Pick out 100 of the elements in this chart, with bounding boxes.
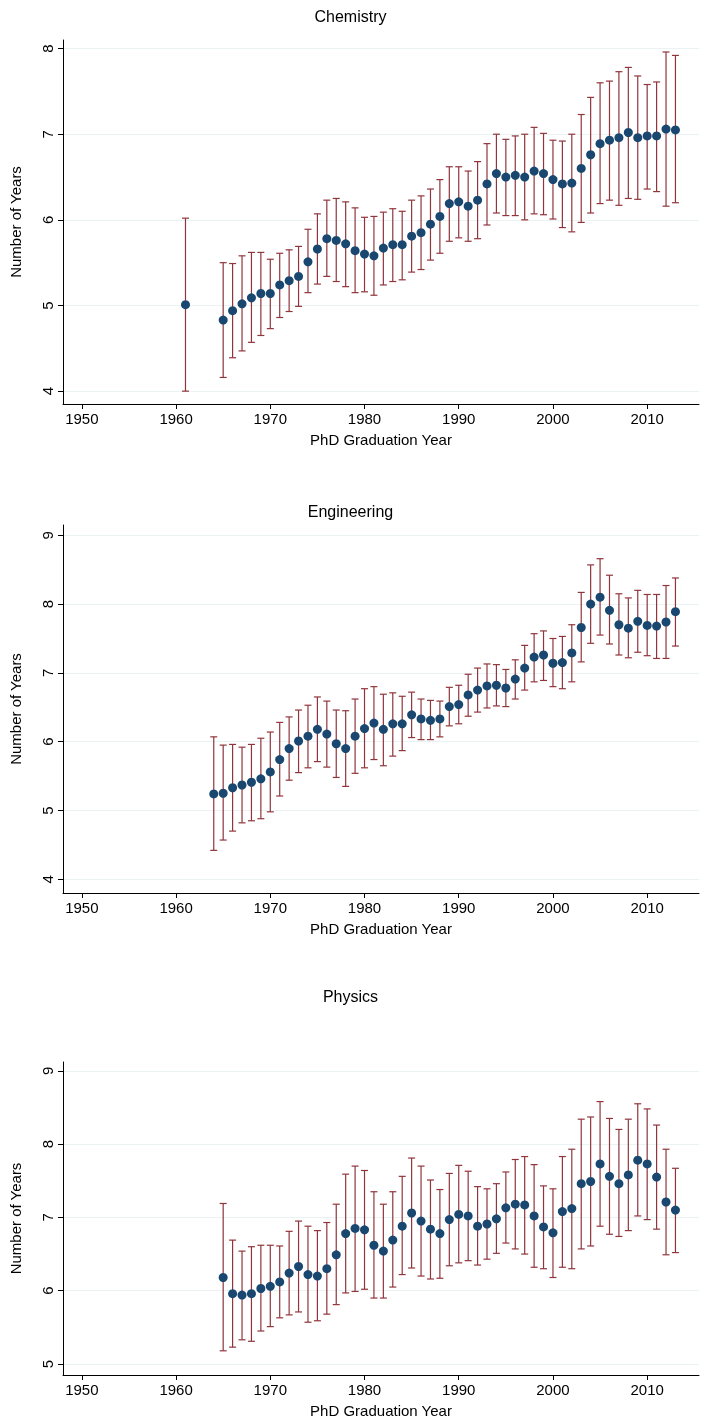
point xyxy=(256,289,266,299)
point xyxy=(360,1225,370,1235)
point xyxy=(407,710,417,720)
point xyxy=(652,621,662,631)
point xyxy=(369,1240,379,1250)
x-tick-label: 1980 xyxy=(347,899,382,916)
point xyxy=(642,1159,652,1169)
point xyxy=(623,623,633,633)
point xyxy=(284,744,294,754)
point xyxy=(331,235,341,245)
point xyxy=(454,700,464,710)
point xyxy=(331,739,341,749)
point xyxy=(595,592,605,602)
y-tick-label: 7 xyxy=(39,1213,56,1222)
x-tick-label: 1950 xyxy=(65,410,99,427)
point xyxy=(322,234,332,244)
point xyxy=(435,1229,445,1239)
point xyxy=(312,244,322,254)
point xyxy=(529,166,539,176)
point xyxy=(388,719,398,729)
point xyxy=(510,1199,520,1209)
x-tick-label: 1970 xyxy=(253,410,287,427)
point xyxy=(397,1221,407,1231)
point xyxy=(444,702,454,712)
point xyxy=(284,276,294,286)
y-tick-label: 7 xyxy=(39,130,56,139)
point xyxy=(557,658,567,668)
point xyxy=(595,139,605,149)
point xyxy=(670,125,680,135)
point xyxy=(576,622,586,632)
point xyxy=(576,163,586,173)
x-axis-title: PhD Graduation Year xyxy=(310,920,452,937)
point xyxy=(284,1268,294,1278)
point xyxy=(275,280,285,290)
point xyxy=(378,1246,388,1256)
y-tick-label: 8 xyxy=(39,1139,56,1149)
y-tick-label: 6 xyxy=(39,1286,56,1295)
y-axis-title: Number of Years xyxy=(7,1162,24,1275)
x-tick-label: 1970 xyxy=(253,1381,287,1398)
point xyxy=(670,1205,680,1215)
point xyxy=(557,179,567,189)
point xyxy=(425,1224,435,1234)
y-tick-label: 5 xyxy=(39,1359,56,1369)
point xyxy=(218,788,228,798)
point xyxy=(633,1155,643,1165)
point xyxy=(501,172,511,182)
point xyxy=(312,1271,322,1281)
point xyxy=(463,1211,473,1221)
chart-title: Physics xyxy=(322,987,379,1005)
point xyxy=(614,1179,624,1189)
x-tick-label: 2000 xyxy=(536,1381,570,1398)
point xyxy=(491,680,501,690)
x-tick-label: 2000 xyxy=(536,899,570,916)
point xyxy=(218,315,228,325)
point xyxy=(246,777,256,787)
point xyxy=(237,1290,247,1300)
point xyxy=(378,243,388,253)
point xyxy=(388,240,398,250)
point xyxy=(473,195,483,205)
point xyxy=(256,1284,266,1293)
point xyxy=(322,729,332,739)
point xyxy=(463,201,473,211)
point xyxy=(237,780,247,790)
x-axis-title: PhD Graduation Year xyxy=(310,1402,452,1419)
point xyxy=(350,731,360,741)
point xyxy=(312,724,322,734)
point xyxy=(341,239,351,249)
point xyxy=(670,607,680,617)
point xyxy=(463,690,473,700)
point xyxy=(652,1172,662,1182)
y-axis-title: Number of Years xyxy=(7,166,24,278)
point xyxy=(425,715,435,725)
y-tick-label: 4 xyxy=(39,875,56,884)
point xyxy=(586,150,596,160)
point xyxy=(265,1281,275,1291)
point xyxy=(181,300,190,310)
point xyxy=(482,681,492,691)
y-tick-label: 8 xyxy=(39,44,56,53)
point xyxy=(520,1200,530,1210)
point xyxy=(576,1179,586,1189)
point xyxy=(567,1204,577,1214)
point xyxy=(557,1207,567,1217)
point xyxy=(397,719,407,729)
point xyxy=(501,683,511,693)
point xyxy=(275,755,285,765)
point xyxy=(548,1228,558,1238)
point xyxy=(350,246,360,256)
chart-title: Chemistry xyxy=(314,7,387,25)
point xyxy=(529,1211,539,1221)
point xyxy=(228,306,238,316)
x-tick-label: 1950 xyxy=(65,1381,99,1398)
point xyxy=(407,231,417,241)
point xyxy=(228,783,238,793)
point xyxy=(642,620,652,630)
x-axis-title: PhD Graduation Year xyxy=(310,431,452,448)
point xyxy=(294,736,304,746)
point xyxy=(510,170,520,180)
x-tick-label: 2010 xyxy=(630,899,664,916)
point xyxy=(482,179,492,189)
point xyxy=(605,1171,614,1181)
